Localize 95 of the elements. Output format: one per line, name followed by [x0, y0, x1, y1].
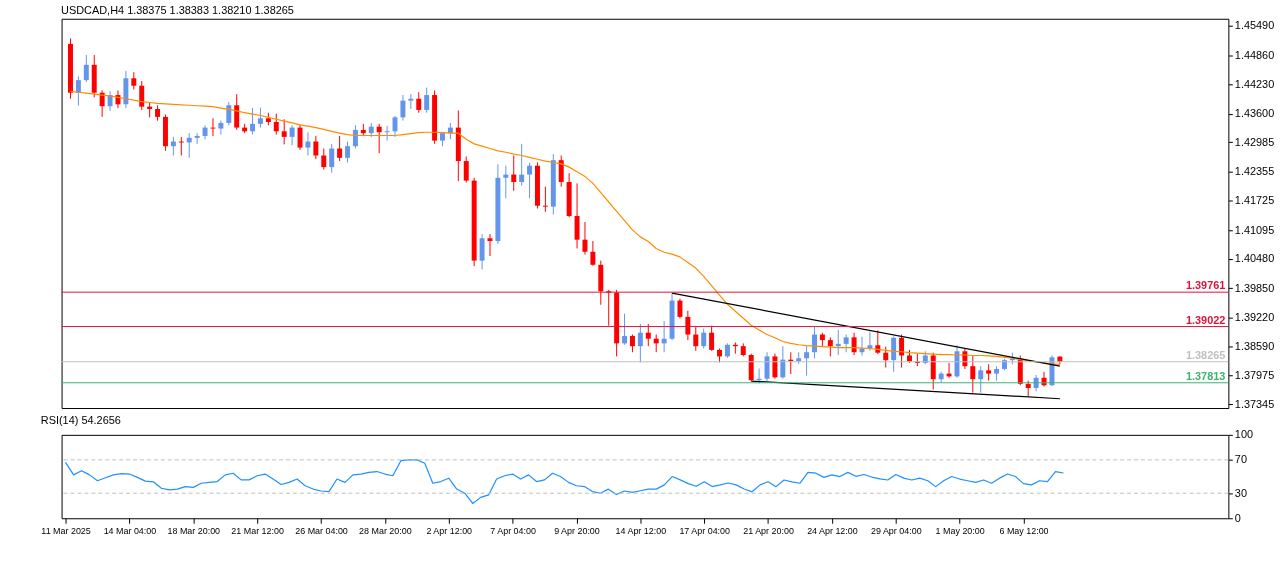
y-tick-label: 1.44860 [1234, 48, 1275, 61]
x-tick-label: 11 Mar 2025 [41, 525, 91, 536]
candlestick [463, 155, 469, 183]
candlestick [827, 336, 833, 357]
y-tick-label: 1.37345 [1234, 398, 1275, 411]
candlestick [622, 313, 628, 346]
candlestick [970, 354, 976, 394]
x-tick-label: 26 Mar 04:00 [295, 525, 348, 536]
candlestick [337, 135, 343, 162]
candlestick [693, 326, 699, 352]
candlestick [851, 332, 857, 356]
candlestick [250, 107, 256, 136]
x-tick-label: 14 Apr 12:00 [615, 525, 667, 536]
y-tick-label: 1.42985 [1234, 135, 1275, 148]
candlestick [424, 87, 430, 114]
y-tick-label: 1.40480 [1234, 252, 1275, 265]
candlestick [352, 124, 358, 150]
candlestick [780, 345, 786, 380]
candlestick [139, 80, 145, 111]
y-tick-label: 70 [1234, 453, 1247, 466]
candlestick [511, 155, 517, 192]
candlestick [210, 117, 216, 137]
candlestick [978, 365, 984, 394]
candlestick [709, 325, 715, 352]
candlestick [257, 107, 263, 129]
candlestick [345, 141, 350, 163]
candlestick [281, 118, 287, 145]
candlestick [297, 124, 303, 151]
candlestick [590, 240, 596, 267]
candlestick [313, 135, 319, 160]
candlestick [701, 328, 707, 349]
candlestick [883, 346, 889, 369]
candlestick [321, 148, 327, 170]
candlestick [519, 143, 525, 187]
candlestick [503, 165, 509, 199]
candlestick [226, 101, 232, 126]
x-tick-label: 9 Apr 20:00 [554, 525, 600, 536]
x-tick-label: 7 Apr 04:00 [490, 525, 536, 536]
chart-title: USDCAD,H4 1.38375 1.38383 1.38210 1.38265 [61, 3, 294, 16]
x-tick-label: 21 Apr 20:00 [743, 525, 794, 536]
x-tick-label: 29 Apr 04:00 [870, 525, 922, 536]
candlestick [582, 221, 588, 256]
candlestick [479, 233, 485, 270]
x-tick-label: 1 May 20:00 [935, 525, 985, 536]
candlestick [289, 124, 295, 146]
y-tick-label: 1.43600 [1234, 107, 1275, 120]
y-tick-label: 1.38590 [1234, 340, 1275, 353]
y-tick-label: 1.39850 [1234, 281, 1275, 294]
candlestick [83, 54, 89, 83]
candlestick [234, 93, 240, 131]
ref-line-label: 1.39022 [1185, 313, 1226, 326]
y-tick-label: 1.41095 [1234, 223, 1275, 236]
x-tick-label: 17 Apr 04:00 [679, 525, 731, 536]
y-tick-label: 30 [1234, 486, 1247, 499]
y-tick-label: 1.41725 [1234, 194, 1275, 207]
x-tick-label: 6 May 12:00 [999, 525, 1049, 536]
candlestick [804, 345, 810, 376]
line-series [64, 459, 1065, 505]
y-tick-label: 1.39220 [1234, 310, 1275, 323]
y-tick-label: 1.44230 [1234, 77, 1275, 90]
ref-line-label: 1.38265 [1185, 348, 1226, 361]
candlestick [875, 329, 881, 355]
candlestick [574, 182, 580, 250]
candlestick [329, 143, 335, 174]
x-tick-label: 21 Mar 12:00 [231, 525, 284, 536]
candlestick [384, 125, 390, 142]
candlestick [400, 94, 406, 122]
candlestick [527, 162, 533, 199]
candlestick [218, 120, 224, 136]
y-tick-label: 100 [1234, 428, 1254, 441]
y-tick-label: 1.37975 [1234, 368, 1275, 381]
x-tick-label: 18 Mar 20:00 [167, 525, 221, 536]
x-tick-label: 28 Mar 20:00 [359, 525, 412, 536]
candlestick [558, 155, 564, 188]
y-tick-label: 0 [1234, 511, 1241, 524]
candlestick [75, 75, 81, 107]
candlestick [194, 132, 200, 145]
y-tick-label: 1.42355 [1234, 165, 1275, 178]
candlestick [772, 353, 778, 380]
x-tick-label: 14 Mar 04:00 [103, 525, 157, 536]
candlestick [305, 131, 311, 156]
ref-line-label: 1.39761 [1185, 279, 1226, 292]
chart-title: RSI(14) 54.2656 [40, 413, 121, 426]
candlestick [637, 323, 643, 363]
candlestick [273, 113, 279, 136]
x-tick-label: 24 Apr 12:00 [807, 525, 858, 536]
candlestick [645, 323, 651, 347]
ref-line-label: 1.37813 [1185, 369, 1226, 382]
y-tick-label: 1.45490 [1234, 19, 1275, 32]
candlestick [685, 310, 691, 341]
candlestick [677, 298, 683, 319]
candlestick [542, 186, 548, 213]
candlestick [891, 335, 897, 373]
candlestick [416, 91, 422, 114]
x-tick-label: 2 Apr 12:00 [426, 525, 473, 536]
